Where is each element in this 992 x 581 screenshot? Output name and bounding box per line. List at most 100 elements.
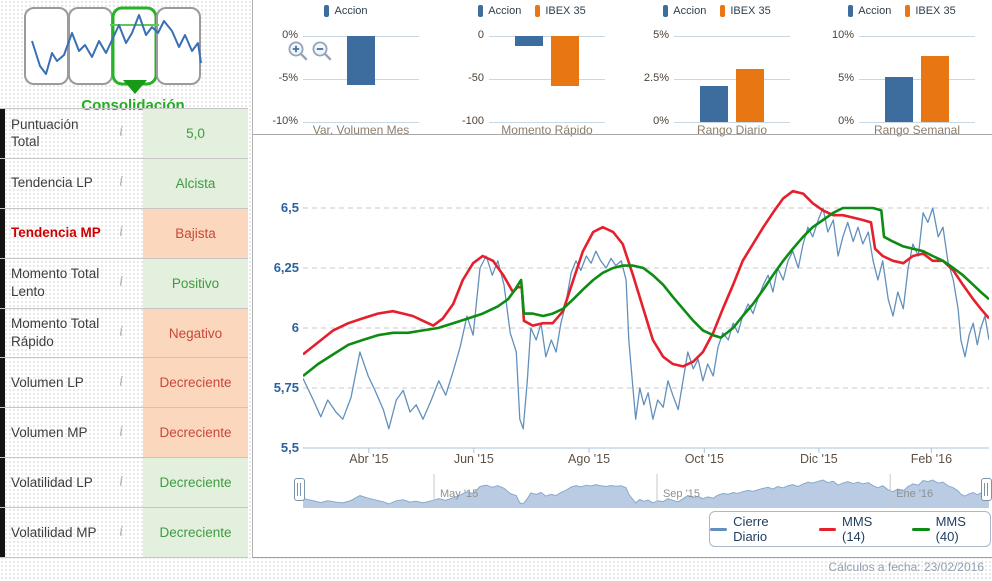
- y-tick-label: 10%: [831, 29, 854, 41]
- info-icon[interactable]: i: [119, 323, 124, 340]
- bar-accion: [885, 77, 913, 122]
- row-accent-bar: [0, 408, 5, 458]
- navigator-tick-label: Sep '15: [662, 488, 700, 500]
- bar-ibex-35: [551, 36, 579, 86]
- navigator-tick-label: May '15: [440, 488, 479, 500]
- indicator-label: Tendencia LP: [11, 175, 93, 191]
- row-accent-bar: [0, 308, 5, 358]
- indicators-table: Puntuación Total i 5,0 Tendencia LP i Al…: [0, 108, 248, 559]
- legend-item-accion[interactable]: Accion: [324, 5, 368, 17]
- navigator-tick-label: Ene '16: [896, 488, 934, 500]
- y-tick-label: 0%: [653, 115, 669, 127]
- legend-item-accion[interactable]: Accion: [478, 5, 521, 17]
- mini-chart-title: Var. Volumen Mes: [312, 123, 410, 137]
- indicator-row-volumen-lp: Volumen LP i Decreciente: [0, 358, 248, 409]
- status-value: Bajista: [143, 208, 248, 258]
- indicator-row-volatilidad-mp: Volatilidad MP i Decreciente: [0, 508, 248, 559]
- info-icon[interactable]: i: [119, 223, 124, 240]
- legend-label: IBEX 35: [730, 5, 771, 17]
- y-tick-label: -10%: [272, 115, 298, 127]
- line-marker-icon: [912, 527, 930, 531]
- legend-item-ibex-35[interactable]: IBEX 35: [720, 5, 771, 17]
- info-icon[interactable]: i: [119, 173, 124, 190]
- row-accent-bar: [0, 109, 5, 158]
- status-value: Decreciente: [143, 358, 248, 408]
- indicator-label: Puntuación Total: [11, 116, 79, 150]
- y-tick-label: 0%: [838, 115, 854, 127]
- bar-accion: [700, 85, 728, 122]
- indicator-row-tendencia-lp: Tendencia LP i Alcista: [0, 158, 248, 209]
- zoom-in-button[interactable]: [287, 40, 309, 62]
- legend-item-accion[interactable]: Accion: [663, 5, 706, 17]
- info-icon[interactable]: i: [119, 273, 124, 290]
- state-box: [111, 6, 158, 86]
- legend-label: MMS (14): [841, 514, 873, 544]
- status-value: Decreciente: [143, 458, 248, 508]
- mini-chart-rango-semanal: Accion IBEX 35 Rango Semanal 10% 5% 0%: [811, 0, 992, 137]
- y-tick-label: 6: [291, 320, 299, 335]
- indicator-row-puntuacion-total: Puntuación Total i 5,0: [0, 109, 248, 159]
- indicator-row-tendencia-mp: Tendencia MP i Bajista: [0, 208, 248, 259]
- mini-chart-title: Rango Semanal: [873, 123, 961, 137]
- legend-label: Accion: [334, 5, 368, 17]
- series-mms-40-: [303, 206, 989, 378]
- chart-legend: Cierre Diario MMS (14) MMS (40): [709, 511, 991, 547]
- x-tick-label: Jun '15: [453, 452, 494, 466]
- indicator-label: Volatilidad LP: [11, 474, 93, 490]
- row-accent-bar: [0, 508, 5, 558]
- legend-item-ibex-35[interactable]: IBEX 35: [535, 5, 586, 17]
- legend-item-ibex-35[interactable]: IBEX 35: [905, 5, 956, 17]
- y-tick-label: 5,5: [280, 440, 299, 455]
- y-tick-label: 6,5: [280, 200, 299, 215]
- gridline: [303, 122, 419, 123]
- zoom-out-button[interactable]: [311, 40, 333, 62]
- status-value: Alcista: [143, 158, 248, 208]
- gridline: [859, 36, 975, 37]
- legend-item-mms-14[interactable]: MMS (14): [818, 514, 897, 544]
- status-value: Decreciente: [143, 508, 248, 558]
- series-marker-icon: [905, 5, 911, 17]
- trend-state-strip: [24, 6, 202, 94]
- status-value: Decreciente: [143, 408, 248, 458]
- navigator-right-handle[interactable]: [981, 478, 992, 501]
- info-icon[interactable]: i: [119, 473, 124, 490]
- x-tick-label: Abr '15: [349, 452, 389, 466]
- row-accent-bar: [0, 458, 5, 508]
- indicator-row-volatilidad-lp: Volatilidad LP i Decreciente: [0, 458, 248, 509]
- info-icon[interactable]: i: [119, 523, 124, 540]
- status-value: Positivo: [143, 258, 248, 308]
- indicator-label: Tendencia MP: [11, 225, 101, 241]
- info-icon[interactable]: i: [119, 373, 124, 390]
- legend-label: MMS (40): [935, 514, 966, 544]
- row-accent-bar: [0, 358, 5, 408]
- info-icon[interactable]: i: [119, 423, 124, 440]
- row-accent-bar: [0, 258, 5, 308]
- gridline: [674, 79, 790, 80]
- indicator-row-volumen-mp: Volumen MP i Decreciente: [0, 408, 248, 459]
- series-marker-icon: [324, 5, 330, 17]
- bar-accion: [347, 36, 375, 86]
- series-marker-icon: [720, 5, 726, 17]
- y-tick-label: 5%: [838, 72, 854, 84]
- mini-chart-rango-diario: Accion IBEX 35 Rango Diario 5% 2.5% 0%: [626, 0, 808, 137]
- indicator-label: Volumen LP: [11, 374, 84, 390]
- legend-label: Accion: [673, 5, 707, 17]
- trend-sparkline: [31, 14, 202, 75]
- y-tick-label: 2.5%: [643, 72, 669, 84]
- mini-chart-title: Momento Rápido: [501, 123, 593, 137]
- legend-item-accion[interactable]: Accion: [848, 5, 891, 17]
- legend-item-cierre-diario[interactable]: Cierre Diario: [710, 514, 803, 544]
- legend-label: IBEX 35: [915, 5, 956, 17]
- state-box: [68, 7, 113, 85]
- series-mms-14-: [303, 189, 989, 368]
- indicator-label: Volumen MP: [11, 424, 88, 440]
- y-tick-label: -50: [468, 72, 484, 84]
- price-chart[interactable]: [303, 188, 989, 454]
- navigator-left-handle[interactable]: [294, 478, 305, 501]
- legend-item-mms-40[interactable]: MMS (40): [912, 514, 990, 544]
- arrow-down-icon: [123, 80, 147, 94]
- navigator[interactable]: [303, 474, 989, 508]
- y-tick-label: 5,75: [273, 380, 299, 395]
- info-icon[interactable]: i: [119, 124, 124, 141]
